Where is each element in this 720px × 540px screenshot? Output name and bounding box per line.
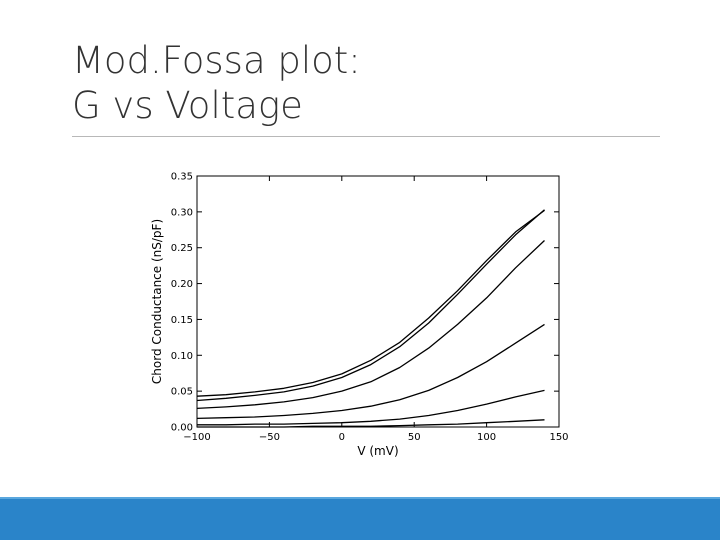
x-axis-label: V (mV) [357, 444, 398, 458]
x-tick-label: 100 [477, 432, 496, 443]
chart-svg: −100 −50 0 50 100 150 0.00 0.05 0.10 0.15 0.20 0.2… [150, 172, 569, 459]
slide-title: Mod.Fossa plot: G vs Voltage [72, 38, 672, 128]
y-tick-label: 0.15 [171, 315, 193, 326]
x-tick-label: 50 [408, 432, 421, 443]
x-axis: −100 −50 0 50 100 150 [183, 176, 569, 443]
slide-title-line-2: G vs Voltage [72, 84, 303, 127]
y-tick-label: 0.25 [171, 243, 193, 254]
x-tick-label: 150 [549, 432, 568, 443]
title-divider [72, 136, 660, 137]
x-tick-label: −100 [183, 432, 210, 443]
y-tick-label: 0.30 [171, 207, 193, 218]
x-tick-label: 0 [339, 432, 345, 443]
chart: −100 −50 0 50 100 150 0.00 0.05 0.10 0.15 0.20 0.2… [140, 160, 580, 460]
series-line-4 [196, 323, 545, 420]
series-lines [196, 209, 545, 428]
y-axis-label: Chord Conductance (nS/pF) [150, 219, 164, 384]
footer-band [0, 497, 720, 540]
series-line-6 [197, 419, 545, 428]
footer-band-highlight [0, 497, 720, 499]
plot-frame [196, 175, 560, 428]
y-tick-label: 0.00 [171, 423, 193, 434]
y-tick-label: 0.05 [171, 387, 193, 398]
slide-title-line-1: Mod.Fossa plot: [72, 39, 361, 82]
series-line-5 [197, 389, 545, 426]
series-line-3 [196, 240, 545, 410]
y-tick-label: 0.35 [171, 172, 193, 183]
y-tick-label: 0.20 [171, 279, 193, 290]
y-tick-label: 0.10 [171, 351, 193, 362]
x-tick-label: −50 [259, 432, 280, 443]
series-line-2 [196, 209, 545, 402]
series-line-1 [196, 209, 545, 397]
